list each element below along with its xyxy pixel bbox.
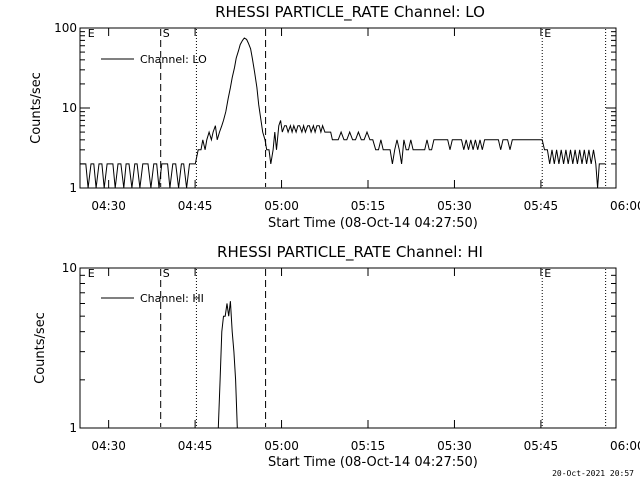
hi-x-tick-label: 04:30 bbox=[91, 439, 126, 453]
hi-x-axis-label: Start Time (08-Oct-14 04:27:50) bbox=[268, 455, 478, 470]
lo-channel-panel: RHESSI PARTICLE_RATE Channel: LO 04:30 04… bbox=[29, 3, 640, 231]
lo-x-tick-label: 05:15 bbox=[351, 199, 386, 213]
hi-y-ticks: 1 10 bbox=[62, 261, 616, 435]
hi-event-marker-label: S bbox=[163, 267, 170, 280]
lo-y-axis-label: Counts/sec bbox=[29, 72, 44, 144]
lo-x-tick-label: 05:30 bbox=[437, 199, 472, 213]
hi-x-tick-label: 04:45 bbox=[178, 439, 213, 453]
hi-event-marker-label: E bbox=[544, 267, 551, 280]
hi-y-tick-label: 10 bbox=[62, 261, 77, 275]
lo-event-marker-label: S bbox=[163, 27, 170, 40]
lo-x-tick-label: 06:00 bbox=[610, 199, 640, 213]
lo-x-ticks: 04:30 04:45 05:00 05:15 05:30 05:45 06:00 bbox=[91, 28, 640, 213]
hi-channel-panel: RHESSI PARTICLE_RATE Channel: HI 04:30 04… bbox=[33, 243, 640, 470]
hi-x-tick-label: 05:00 bbox=[264, 439, 299, 453]
lo-x-tick-label: 05:00 bbox=[264, 199, 299, 213]
lo-x-tick-label: 05:45 bbox=[524, 199, 559, 213]
hi-legend: Channel: HI bbox=[101, 292, 204, 305]
lo-y-tick-label: 100 bbox=[54, 21, 77, 35]
hi-chart-title: RHESSI PARTICLE_RATE Channel: HI bbox=[217, 243, 483, 262]
hi-x-tick-label: 05:45 bbox=[524, 439, 559, 453]
hi-event-marker-label: E bbox=[88, 267, 95, 280]
lo-series-line bbox=[80, 37, 606, 189]
hi-x-tick-label: 05:30 bbox=[437, 439, 472, 453]
hi-x-tick-label: 06:00 bbox=[610, 439, 640, 453]
lo-legend: Channel: LO bbox=[101, 53, 207, 66]
hi-y-tick-label: 1 bbox=[69, 421, 77, 435]
lo-event-marker-label: E bbox=[544, 27, 551, 40]
lo-y-tick-label: 10 bbox=[62, 101, 77, 115]
lo-event-marker-label: E bbox=[88, 27, 95, 40]
hi-plot-frame bbox=[79, 267, 617, 429]
hi-series-line bbox=[217, 301, 238, 429]
lo-x-tick-label: 04:45 bbox=[178, 199, 213, 213]
render-timestamp: 20-Oct-2021 20:57 bbox=[552, 469, 634, 478]
lo-x-axis-label: Start Time (08-Oct-14 04:27:50) bbox=[268, 216, 478, 231]
hi-y-axis-label: Counts/sec bbox=[33, 312, 48, 384]
lo-x-tick-label: 04:30 bbox=[91, 199, 126, 213]
lo-chart-title: RHESSI PARTICLE_RATE Channel: LO bbox=[215, 3, 485, 22]
lo-legend-label: Channel: LO bbox=[140, 53, 207, 66]
hi-legend-label: Channel: HI bbox=[140, 292, 204, 305]
hi-x-tick-label: 05:15 bbox=[351, 439, 386, 453]
lo-y-tick-label: 1 bbox=[69, 181, 77, 195]
hi-x-ticks: 04:30 04:45 05:00 05:15 05:30 05:45 06:00 bbox=[91, 268, 640, 453]
lo-y-ticks: 1 10 100 bbox=[54, 21, 616, 195]
